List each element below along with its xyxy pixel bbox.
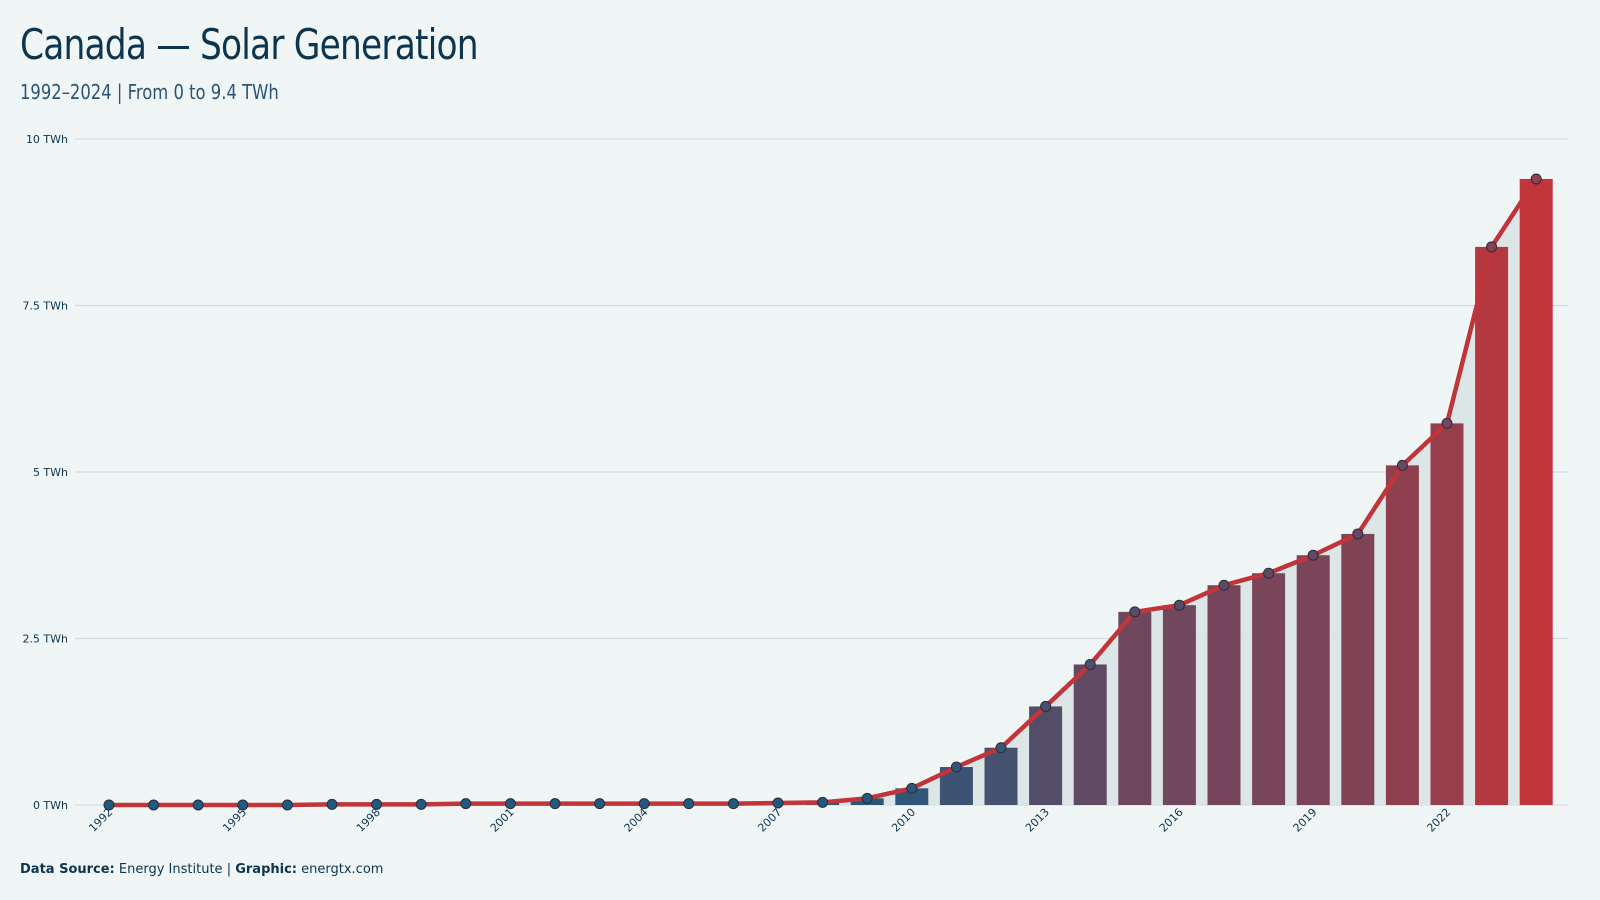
point-2023	[1486, 241, 1498, 253]
point-2015	[1129, 606, 1141, 618]
point-1996	[281, 799, 293, 811]
point-1994	[192, 799, 204, 811]
point-2002	[549, 798, 561, 810]
x-tick-label: 2013	[1023, 806, 1052, 835]
point-2006	[727, 798, 739, 810]
point-2000	[460, 798, 472, 810]
bar-2024	[1519, 178, 1553, 805]
x-tick-label: 2007	[755, 806, 784, 835]
x-tick-label: 2016	[1157, 806, 1186, 835]
point-2013	[1040, 700, 1052, 712]
footer-credits: Data Source: Energy Institute | Graphic:…	[20, 862, 383, 877]
bar-2013	[1029, 706, 1063, 805]
x-tick-label: 2010	[889, 806, 918, 835]
point-2005	[683, 798, 695, 810]
point-1999	[415, 798, 427, 810]
bar-2018	[1252, 573, 1286, 805]
bar-2014	[1073, 664, 1107, 805]
point-2022	[1441, 417, 1453, 429]
source-value: Energy Institute	[118, 862, 223, 877]
footer-separator: |	[226, 862, 232, 877]
x-tick-label: 2004	[622, 806, 651, 835]
point-1992	[103, 799, 115, 811]
point-2016	[1173, 599, 1185, 611]
point-2001	[504, 798, 516, 810]
y-tick-label: 0 TWh	[33, 799, 68, 812]
point-2009	[861, 792, 873, 804]
point-2020	[1352, 528, 1364, 540]
chart-subtitle: 1992–2024 | From 0 to 9.4 TWh	[20, 80, 279, 104]
point-2012	[995, 742, 1007, 754]
bar-2012	[984, 747, 1018, 805]
y-tick-label: 2.5 TWh	[22, 633, 68, 646]
chart-title: Canada — Solar Generation	[20, 20, 479, 69]
point-1997	[326, 798, 338, 810]
point-2011	[950, 761, 962, 773]
graphic-value: energtx.com	[301, 862, 384, 877]
point-2007	[772, 797, 784, 809]
x-tick-label: 1998	[354, 806, 383, 835]
bar-2019	[1296, 555, 1330, 805]
point-2010	[906, 782, 918, 794]
bar-2020	[1341, 533, 1375, 805]
point-1993	[148, 799, 160, 811]
bar-2010	[895, 788, 929, 805]
point-2021	[1396, 459, 1408, 471]
x-tick-label: 2022	[1424, 806, 1453, 835]
bar-2023	[1475, 246, 1509, 806]
point-2014	[1084, 658, 1096, 670]
point-2003	[594, 798, 606, 810]
point-2008	[817, 796, 829, 808]
point-2017	[1218, 579, 1230, 591]
point-2004	[638, 798, 650, 810]
point-2024	[1530, 173, 1542, 185]
y-tick-label: 10 TWh	[26, 133, 68, 146]
bar-2015	[1118, 611, 1152, 805]
bar-2022	[1430, 423, 1464, 805]
source-label: Data Source:	[20, 862, 115, 877]
bar-2021	[1385, 465, 1419, 805]
x-tick-label: 2001	[488, 806, 517, 835]
point-2018	[1263, 567, 1275, 579]
y-tick-label: 7.5 TWh	[22, 300, 68, 313]
point-1998	[371, 798, 383, 810]
bar-2017	[1207, 585, 1241, 805]
y-tick-label: 5 TWh	[33, 466, 68, 479]
bar-2016	[1162, 605, 1196, 805]
point-1995	[237, 799, 249, 811]
x-tick-label: 2019	[1291, 806, 1320, 835]
point-2019	[1307, 549, 1319, 561]
graphic-label: Graphic:	[235, 862, 297, 877]
